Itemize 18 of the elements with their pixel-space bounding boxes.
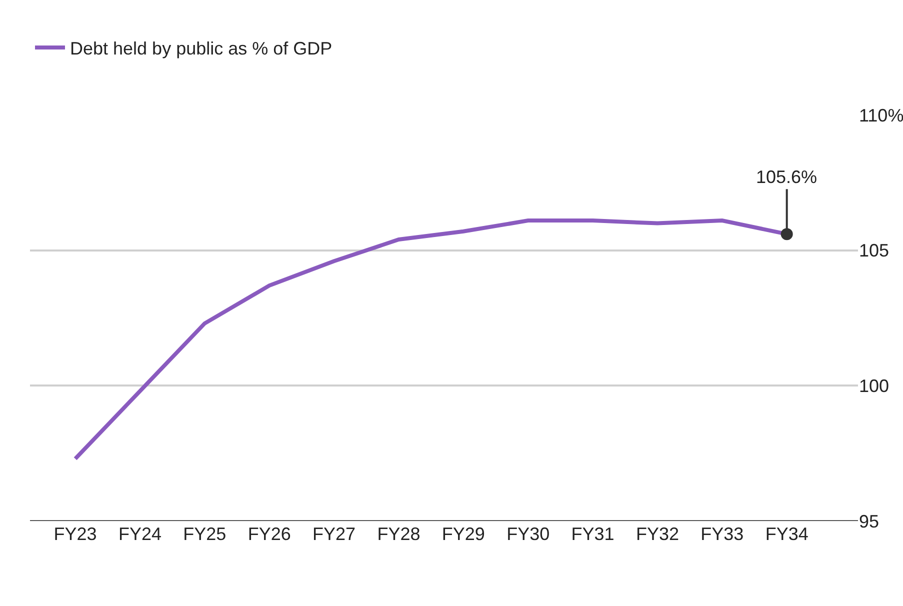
x-tick-label: FY34 (765, 524, 808, 544)
x-tick-label: FY27 (312, 524, 356, 544)
x-tick-label: FY25 (183, 524, 226, 544)
y-tick-label: 110% (859, 105, 903, 126)
x-tick-label: FY33 (700, 524, 744, 544)
x-tick-label: FY28 (377, 524, 420, 544)
y-tick-label: 105 (859, 240, 890, 261)
x-tick-label: FY23 (54, 524, 97, 544)
annotation: 105.6% (756, 167, 818, 187)
y-tick-label: 100 (859, 376, 890, 396)
x-tick-label: FY24 (118, 524, 162, 544)
x-tick-label: FY29 (442, 524, 485, 544)
legend-label: Debt held by public as % of GDP (70, 38, 332, 58)
y-tick-label: 95 (859, 511, 880, 532)
x-tick-label: FY26 (248, 524, 291, 544)
x-tick-label: FY32 (636, 524, 679, 544)
x-tick-label: FY30 (506, 524, 550, 544)
x-tick-label: FY31 (571, 524, 614, 544)
